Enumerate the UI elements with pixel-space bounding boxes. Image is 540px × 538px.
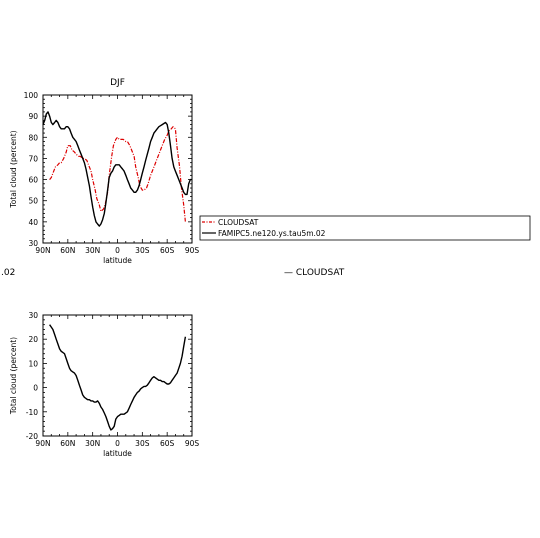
series-line-famipc5-ne120-ys-tau5m-02 [42, 111, 192, 227]
y-tick-label: 30 [28, 239, 38, 248]
y-tick-label: 50 [28, 197, 38, 206]
plot-frame [42, 94, 193, 244]
legend-entry: FAMIPC5.ne120.ys.tau5m.02 [218, 229, 326, 238]
x-tick-label: 60S [160, 246, 175, 255]
x-tick-label: 30N [85, 246, 100, 255]
x-tick-label: 30S [135, 246, 150, 255]
series-line-difference [49, 324, 187, 431]
x-tick-label: 90N [35, 439, 50, 448]
right-legend-text: — CLOUDSAT [284, 268, 345, 278]
y-tick-label: -10 [26, 408, 38, 417]
x-tick-label: 0 [115, 246, 120, 255]
legend-entry: CLOUDSAT [218, 218, 259, 227]
y-tick-label: 20 [28, 335, 38, 344]
y-tick-label: 40 [28, 218, 38, 227]
y-tick-label: -20 [26, 432, 38, 441]
x-tick-label: 60N [60, 246, 75, 255]
x-tick-label: 0 [115, 439, 120, 448]
x-tick-label: 90S [185, 246, 200, 255]
y-tick-label: 30 [28, 311, 38, 320]
y-tick-label: 100 [24, 91, 39, 100]
chart-1: DJF 90N 60N 30N 0 30S 60S 90S 30 40 50 60 70 80 90 100 l… [9, 78, 531, 265]
y-tick-label: 10 [28, 359, 38, 368]
x-tick-label: 30S [135, 439, 150, 448]
chart-title: DJF [110, 78, 125, 88]
left-clipped-text: .02 [1, 268, 16, 278]
x-tick-label: 60N [60, 439, 75, 448]
x-tick-label: 90S [185, 439, 200, 448]
series-line-cloudsat [49, 126, 186, 222]
x-tick-label: 30N [85, 439, 100, 448]
chart-2: 90N 60N 30N 0 30S 60S 90S -20 -10 0 10 20 30 latitude… [9, 311, 199, 458]
y-tick-label: 80 [28, 133, 38, 142]
legend-box [199, 215, 531, 241]
y-tick-label: 60 [28, 176, 38, 185]
x-axis-label: latitude [103, 449, 132, 458]
y-tick-label: 70 [28, 154, 38, 163]
x-tick-label: 90N [35, 246, 50, 255]
x-tick-label: 60S [160, 439, 175, 448]
y-axis-label: Total cloud (percent) [9, 337, 18, 415]
x-axis-label: latitude [103, 256, 132, 265]
y-axis-label: Total cloud (percent) [9, 130, 18, 208]
plot-frame [42, 314, 193, 437]
y-tick-label: 0 [33, 384, 38, 393]
y-tick-label: 90 [28, 112, 38, 121]
